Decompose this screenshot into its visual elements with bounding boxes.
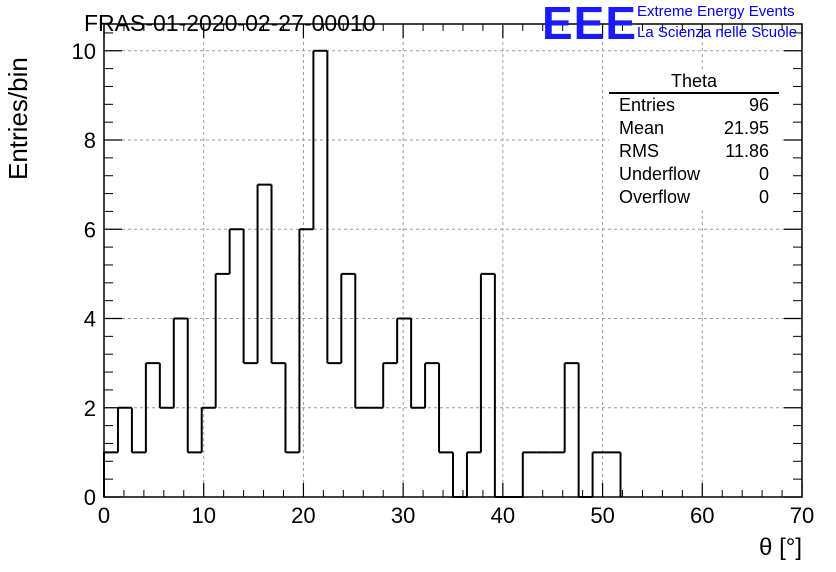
eee-logo: EEE [542, 0, 638, 49]
x-tick-label: 60 [690, 503, 714, 528]
stats-label: RMS [619, 141, 659, 161]
stats-label: Underflow [619, 164, 701, 184]
stats-row-underflow: Underflow 0 [609, 163, 779, 186]
stats-row-rms: RMS 11.86 [609, 140, 779, 163]
stats-label: Mean [619, 118, 665, 138]
logo-line-1: Extreme Energy Events [637, 3, 795, 20]
histogram-bins [103, 49, 622, 498]
y-tick-label: 0 [84, 485, 96, 510]
x-tick-label: 10 [191, 503, 215, 528]
y-tick-label: 6 [84, 217, 96, 242]
x-tick-label: 70 [790, 503, 814, 528]
plot-title: FRAS-01-2020-02-27-00010 [84, 10, 376, 36]
stats-value: 96 [748, 95, 769, 115]
x-tick-label: 50 [590, 503, 614, 528]
stats-row-mean: Mean 21.95 [609, 117, 779, 140]
y-tick-labels: 0 2 4 6 8 10 [72, 39, 96, 510]
x-tick-label: 30 [391, 503, 415, 528]
x-tick-label: 20 [291, 503, 315, 528]
stats-box: Theta Entries 96 Mean 21.95 RMS 11.86 Un… [609, 70, 779, 209]
y-tick-label: 4 [84, 307, 96, 332]
stats-value: 21.95 [723, 118, 769, 138]
stats-value: 11.86 [725, 141, 769, 161]
stats-row-entries: Entries 96 [609, 94, 779, 117]
stats-value: 0 [758, 187, 769, 207]
stats-box-title: Theta [609, 70, 779, 94]
x-axis-label: θ [°] [759, 534, 802, 561]
grid-lines [104, 24, 802, 497]
x-tick-label: 0 [98, 503, 110, 528]
stats-row-overflow: Overflow 0 [609, 186, 779, 209]
plot-frame [103, 23, 803, 498]
y-tick-label: 8 [84, 128, 96, 153]
stats-label: Overflow [619, 187, 691, 207]
y-axis-label: Entries/bin [3, 57, 33, 180]
stats-label: Entries [619, 95, 676, 115]
x-tick-label: 40 [491, 503, 515, 528]
stats-value: 0 [758, 164, 769, 184]
logo-line-2: La Scienza nelle Scuole [637, 24, 798, 41]
y-tick-label: 2 [84, 396, 96, 421]
y-tick-label: 10 [72, 39, 96, 64]
x-tick-labels: 0 10 20 30 40 50 60 70 [98, 503, 814, 528]
